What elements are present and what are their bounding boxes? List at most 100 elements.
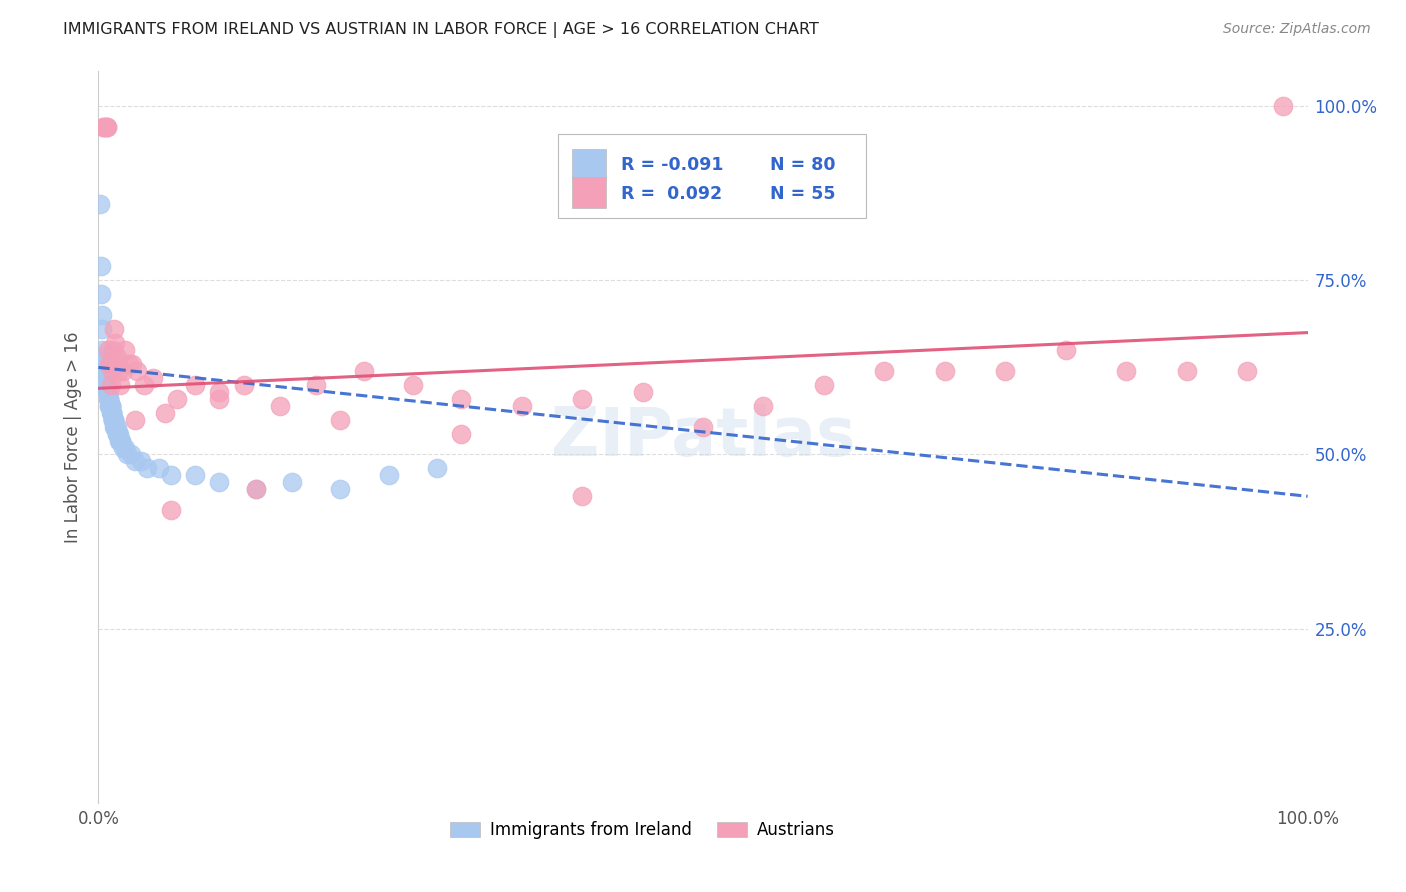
Text: N = 80: N = 80 (769, 156, 835, 175)
Point (91, 322, 114, 336)
Point (93, 371, 115, 385)
Point (96, 120, 118, 134)
Point (426, 461, 449, 475)
Point (184, 468, 207, 483)
Point (752, 399, 775, 413)
Point (98, 392, 121, 406)
FancyBboxPatch shape (572, 178, 606, 208)
Point (98, 399, 121, 413)
Point (1115, 364, 1137, 378)
Point (98, 399, 121, 413)
Point (873, 364, 896, 378)
Y-axis label: In Labor Force | Age > 16: In Labor Force | Age > 16 (65, 331, 83, 543)
Point (104, 419, 127, 434)
Point (107, 426, 129, 441)
Point (100, 406, 122, 420)
Point (571, 392, 593, 406)
Point (94, 377, 117, 392)
Point (1054, 343, 1077, 357)
Point (134, 377, 156, 392)
Point (105, 350, 128, 364)
Point (281, 475, 304, 490)
Text: Source: ZipAtlas.com: Source: ZipAtlas.com (1223, 22, 1371, 37)
Text: R =  0.092: R = 0.092 (621, 186, 721, 203)
Point (105, 419, 128, 434)
Point (108, 434, 131, 448)
Point (108, 434, 131, 448)
Point (100, 406, 122, 420)
Point (127, 364, 149, 378)
Point (114, 441, 136, 455)
Point (571, 489, 593, 503)
Point (93, 364, 115, 378)
Text: N = 55: N = 55 (769, 186, 835, 203)
Point (108, 364, 131, 378)
Point (124, 454, 146, 468)
Point (402, 377, 425, 392)
Point (96, 377, 118, 392)
Point (108, 377, 131, 392)
Point (1272, 99, 1295, 113)
Point (135, 461, 157, 475)
Point (91, 357, 114, 371)
Point (101, 412, 124, 426)
Point (100, 357, 122, 371)
Point (100, 406, 122, 420)
Point (94, 371, 117, 385)
Point (245, 483, 267, 497)
Point (101, 412, 124, 426)
Point (107, 357, 129, 371)
Point (91, 120, 114, 134)
Point (103, 412, 125, 426)
Point (1236, 364, 1258, 378)
Point (96, 377, 118, 392)
FancyBboxPatch shape (572, 149, 606, 179)
Point (120, 448, 142, 462)
Point (129, 454, 152, 468)
Point (105, 426, 128, 441)
Point (96, 377, 118, 392)
Point (103, 322, 125, 336)
Point (100, 399, 122, 413)
Point (166, 392, 188, 406)
Point (104, 336, 127, 351)
Point (114, 343, 136, 357)
Text: IMMIGRANTS FROM IRELAND VS AUSTRIAN IN LABOR FORCE | AGE > 16 CORRELATION CHART: IMMIGRANTS FROM IRELAND VS AUSTRIAN IN L… (63, 22, 820, 38)
Point (208, 384, 231, 399)
Point (269, 399, 291, 413)
Point (1175, 364, 1198, 378)
Point (100, 399, 122, 413)
Point (97, 384, 120, 399)
Point (98, 392, 121, 406)
Point (377, 468, 399, 483)
Point (101, 412, 124, 426)
Point (108, 434, 131, 448)
Point (93, 371, 115, 385)
Point (98, 357, 121, 371)
Point (994, 364, 1017, 378)
Point (121, 357, 143, 371)
Point (450, 426, 472, 441)
Point (153, 406, 176, 420)
Point (91, 357, 114, 371)
Point (108, 426, 131, 441)
Point (93, 364, 115, 378)
Point (103, 419, 125, 434)
Point (89, 196, 111, 211)
Point (96, 384, 118, 399)
Point (91, 343, 114, 357)
Point (104, 419, 127, 434)
Point (100, 364, 122, 378)
Point (111, 364, 134, 378)
Point (160, 503, 183, 517)
Point (148, 461, 170, 475)
Point (117, 448, 139, 462)
Point (450, 392, 472, 406)
Point (100, 399, 122, 413)
Point (329, 483, 352, 497)
Point (97, 384, 120, 399)
Point (160, 468, 183, 483)
Point (91, 364, 114, 378)
Point (631, 384, 654, 399)
Point (208, 392, 231, 406)
